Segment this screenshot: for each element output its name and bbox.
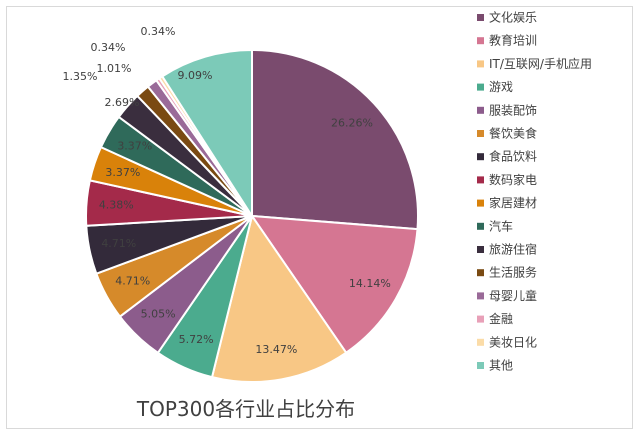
legend-swatch-3 <box>477 60 484 68</box>
slice-label-9: 3.37% <box>105 166 140 179</box>
legend-label-2: 教育培训 <box>489 33 537 48</box>
pie-slice-2 <box>249 214 419 355</box>
legend-label-8: 数码家电 <box>489 172 537 187</box>
legend-label-12: 生活服务 <box>489 265 537 280</box>
chart-title: TOP300各行业占比分布 <box>136 397 355 421</box>
legend-swatch-12 <box>477 269 484 277</box>
slice-label-5: 5.05% <box>141 308 176 321</box>
legend-swatch-4 <box>477 83 484 91</box>
slice-label-15: 0.34% <box>141 25 176 38</box>
slice-label-3: 13.47% <box>255 343 297 356</box>
legend-label-9: 家居建材 <box>489 195 537 210</box>
slice-labels: 26.26% 14.14% 13.47% 5.72%5.05% 4.71% 4.71% 4.… <box>63 25 391 356</box>
slice-label-13: 1.01% <box>97 62 132 75</box>
chart-frame <box>6 6 633 429</box>
slice-label-2: 14.14% <box>349 277 391 290</box>
legend-swatch-1 <box>477 14 484 21</box>
legend-label-13: 母婴儿童 <box>489 288 537 303</box>
legend-swatch-13 <box>477 292 484 300</box>
legend-label-15: 美妆日化 <box>489 335 537 349</box>
pie-slice-3 <box>210 213 348 384</box>
legend-label-6: 餐饮美食 <box>489 126 537 141</box>
legend-label-1: 文化娱乐 <box>489 10 537 25</box>
legend-swatch-7 <box>477 153 484 161</box>
legend-label-3: IT/互联网/手机应用 <box>489 56 592 71</box>
slice-label-11: 2.69% <box>105 96 140 109</box>
legend-swatch-2 <box>477 37 484 45</box>
legend-swatch-6 <box>477 130 484 137</box>
slice-label-8: 4.38% <box>99 198 134 211</box>
legend-swatch-15 <box>477 338 484 346</box>
legend-label-7: 食品饮料 <box>489 149 537 164</box>
legend-label-16: 其他 <box>489 359 513 373</box>
pie-slices <box>85 48 419 384</box>
slice-label-6: 4.71% <box>115 275 150 288</box>
legend-label-11: 旅游住宿 <box>489 242 537 257</box>
pie-slice-1 <box>251 48 419 231</box>
legend-label-14: 金融 <box>489 311 513 326</box>
legend-label-4: 游戏 <box>489 80 513 94</box>
slice-label-4: 5.72% <box>179 333 214 346</box>
slice-label-10: 3.37% <box>117 140 152 153</box>
legend-label-10: 汽车 <box>489 218 513 233</box>
pie-slice-16 <box>160 48 253 220</box>
slice-label-7: 4.71% <box>101 237 136 250</box>
legend-swatch-8 <box>477 176 484 184</box>
legend-swatch-11 <box>477 246 484 253</box>
legend-swatch-9 <box>477 199 484 207</box>
slice-label-1: 26.26% <box>331 117 373 130</box>
legend-label-5: 服装配饰 <box>489 103 537 117</box>
legend-swatch-14 <box>477 315 484 323</box>
slice-label-16: 9.09% <box>178 69 213 82</box>
legend-swatch-10 <box>477 222 484 230</box>
legend-swatch-5 <box>477 106 484 114</box>
slice-label-12: 1.35% <box>63 70 98 83</box>
slice-label-14: 0.34% <box>91 41 126 54</box>
legend-swatch-16 <box>477 362 484 369</box>
